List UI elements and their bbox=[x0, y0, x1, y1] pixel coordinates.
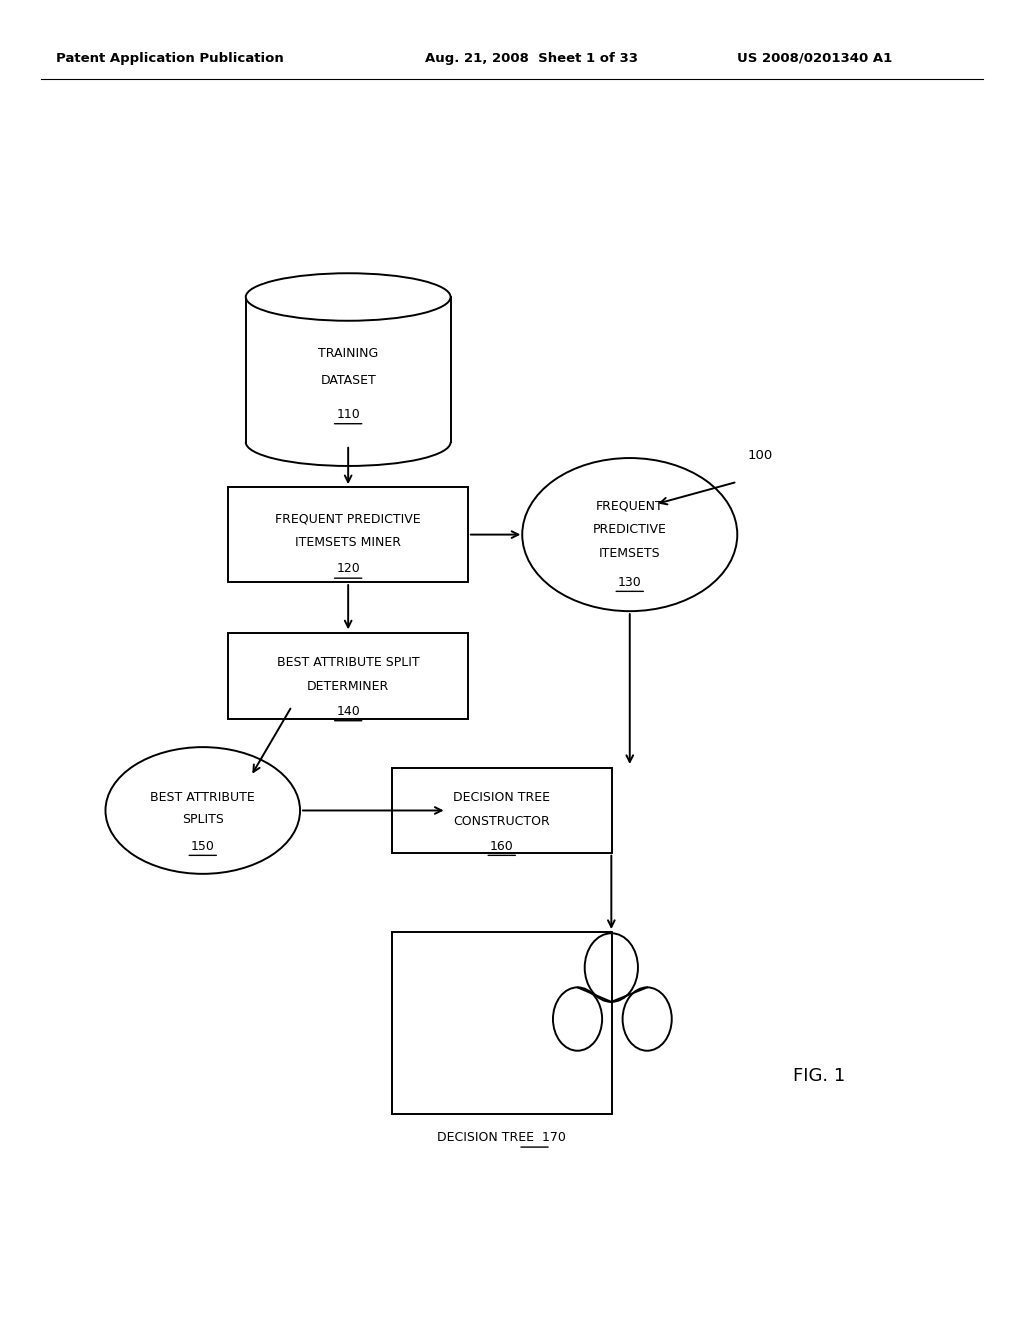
Text: SPLITS: SPLITS bbox=[182, 813, 223, 826]
Text: 150: 150 bbox=[190, 840, 215, 853]
Text: 110: 110 bbox=[336, 408, 360, 421]
Text: FREQUENT: FREQUENT bbox=[596, 499, 664, 512]
Text: Patent Application Publication: Patent Application Publication bbox=[56, 51, 284, 65]
Text: PREDICTIVE: PREDICTIVE bbox=[593, 523, 667, 536]
Text: US 2008/0201340 A1: US 2008/0201340 A1 bbox=[737, 51, 893, 65]
Text: ITEMSETS: ITEMSETS bbox=[599, 546, 660, 560]
Text: CONSTRUCTOR: CONSTRUCTOR bbox=[454, 814, 550, 828]
Text: DECISION TREE: DECISION TREE bbox=[454, 791, 550, 804]
Text: DATASET: DATASET bbox=[321, 374, 376, 387]
Text: BEST ATTRIBUTE: BEST ATTRIBUTE bbox=[151, 791, 255, 804]
Text: DETERMINER: DETERMINER bbox=[307, 680, 389, 693]
Text: 140: 140 bbox=[336, 705, 360, 718]
Text: Aug. 21, 2008  Sheet 1 of 33: Aug. 21, 2008 Sheet 1 of 33 bbox=[425, 51, 638, 65]
Text: ITEMSETS MINER: ITEMSETS MINER bbox=[295, 536, 401, 549]
Text: FREQUENT PREDICTIVE: FREQUENT PREDICTIVE bbox=[275, 512, 421, 525]
Text: 160: 160 bbox=[489, 840, 514, 853]
Text: 100: 100 bbox=[748, 449, 773, 462]
Text: FIG. 1: FIG. 1 bbox=[793, 1067, 846, 1085]
Text: DECISION TREE  170: DECISION TREE 170 bbox=[437, 1131, 566, 1144]
Text: TRAINING: TRAINING bbox=[318, 347, 378, 360]
Ellipse shape bbox=[246, 273, 451, 321]
Text: BEST ATTRIBUTE SPLIT: BEST ATTRIBUTE SPLIT bbox=[276, 656, 420, 669]
Text: 130: 130 bbox=[617, 576, 642, 589]
Text: 120: 120 bbox=[336, 562, 360, 576]
